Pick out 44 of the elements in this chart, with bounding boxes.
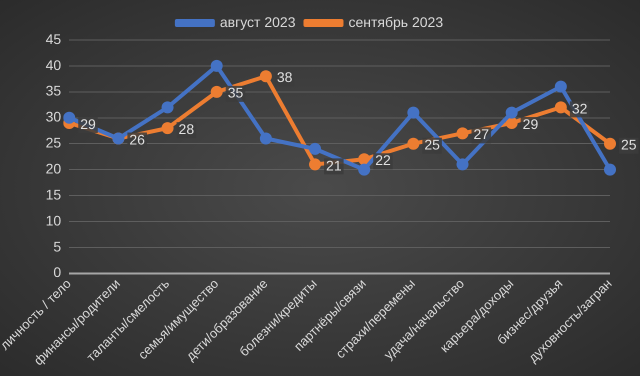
data-label: 25 [621,136,637,153]
data-label: 35 [228,84,244,101]
point [260,70,272,82]
data-label: 21 [326,157,342,174]
point [63,112,76,124]
point [358,164,370,176]
point [456,158,469,170]
data-label: 27 [474,126,490,142]
point [604,138,616,150]
y-tick-label: 35 [46,82,62,99]
legend-label: сентябрь 2023 [348,14,444,30]
legend-label: август 2023 [220,14,296,30]
point [407,106,420,119]
y-tick-label: 15 [46,186,62,202]
y-tick-label: 45 [46,30,62,47]
point [162,122,174,134]
y-tick-label: 25 [46,134,62,151]
point [604,164,616,176]
data-label: 22 [375,152,391,168]
point [162,101,174,114]
y-tick-label: 20 [46,160,62,176]
data-label: 29 [80,116,96,132]
data-label: 28 [178,121,194,137]
point [506,116,518,129]
data-label: 25 [424,136,440,153]
y-tick-label: 40 [46,56,62,73]
point [309,158,322,170]
data-label: 26 [129,131,146,148]
y-tick-label: 10 [46,212,62,228]
point [554,80,567,93]
data-label: 38 [276,69,293,86]
point [260,132,272,145]
data-label: 32 [572,100,588,116]
point [456,127,469,140]
point [210,86,223,98]
point [309,142,322,155]
point [554,101,567,114]
point [506,106,518,119]
y-tick-label: 0 [53,264,62,280]
y-tick-label: 5 [53,238,62,254]
point [210,60,223,72]
data-label: 29 [522,116,538,132]
point [407,138,420,150]
y-tick-label: 30 [46,108,62,125]
